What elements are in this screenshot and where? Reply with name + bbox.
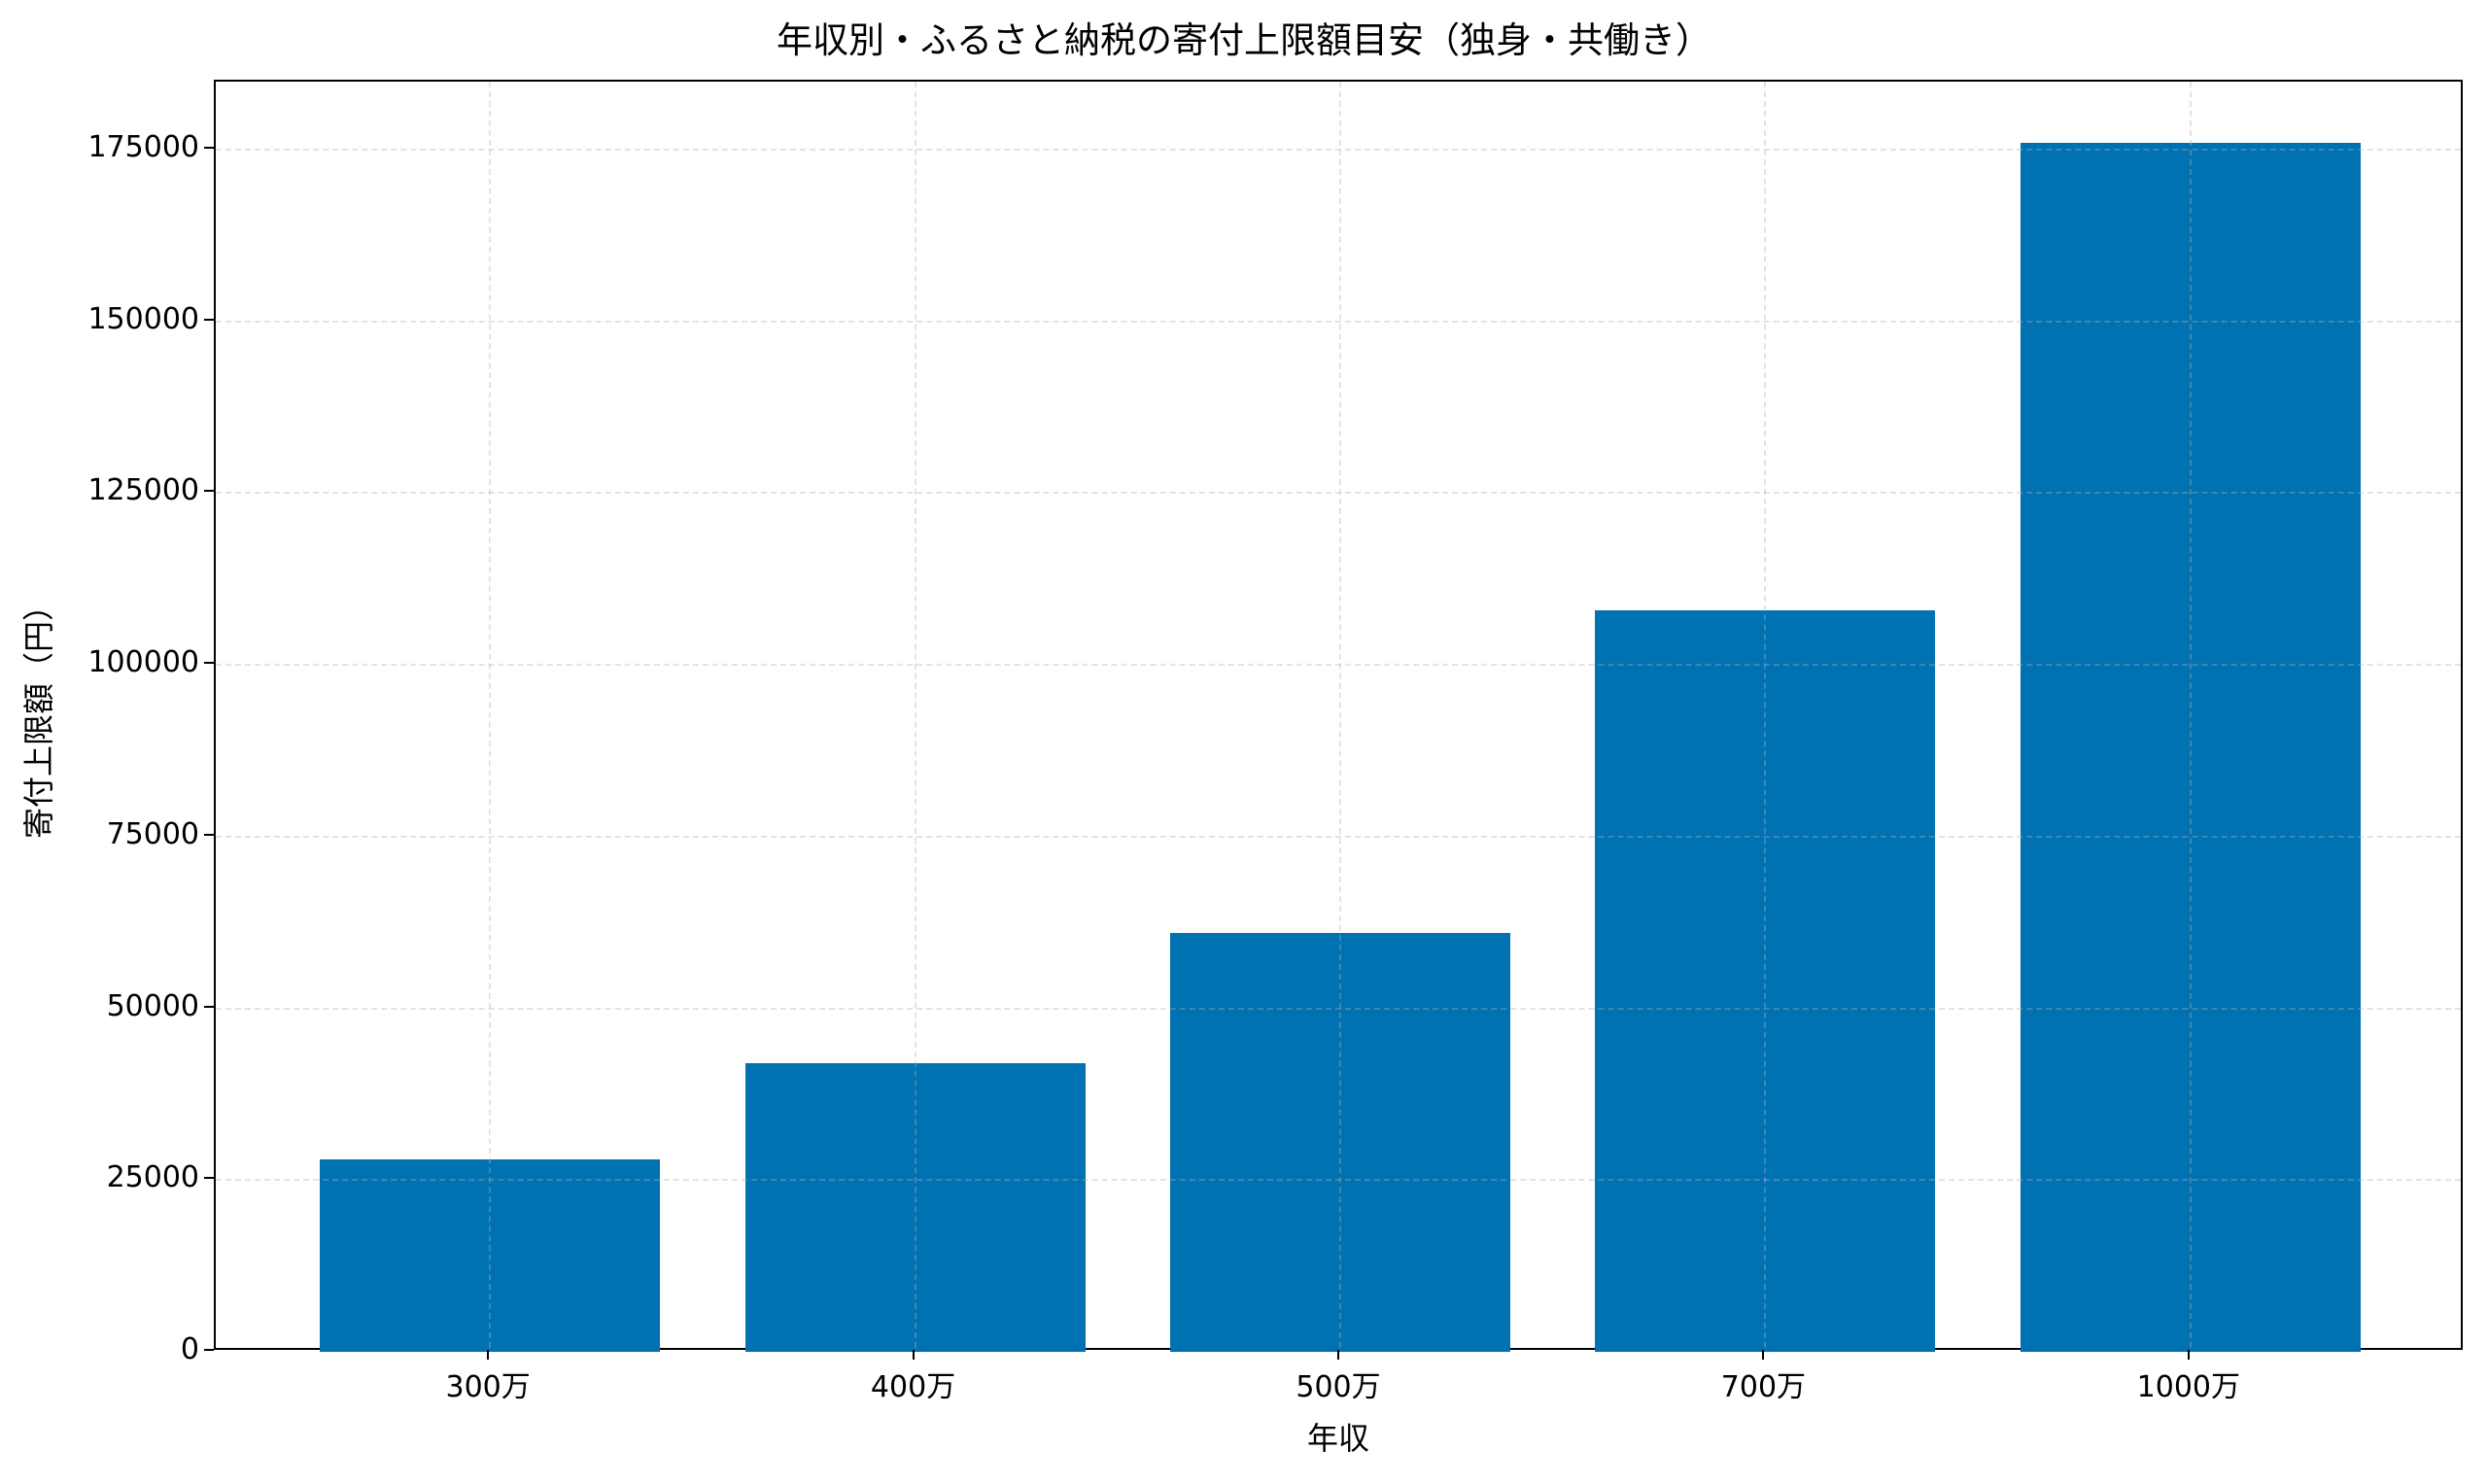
- y-tick-label: 75000: [106, 816, 199, 851]
- x-tick-label: 1000万: [2136, 1370, 2241, 1404]
- x-tick-mark: [2187, 1350, 2190, 1360]
- x-tick-label: 500万: [1296, 1370, 1381, 1404]
- y-tick-mark: [204, 1177, 214, 1180]
- y-tick-label: 25000: [106, 1160, 199, 1195]
- y-tick-label: 100000: [87, 645, 199, 680]
- plot-area: [214, 80, 2463, 1352]
- y-tick-mark: [204, 1349, 214, 1351]
- y-tick-mark: [204, 490, 214, 493]
- x-tick-mark: [1337, 1350, 1339, 1360]
- y-tick-label: 175000: [87, 129, 199, 164]
- x-tick-label: 300万: [445, 1370, 531, 1404]
- bar-500万: [1170, 932, 1510, 1352]
- bar-400万: [744, 1063, 1086, 1352]
- bars-layer: [216, 82, 2461, 1352]
- bar-700万: [1595, 609, 1936, 1352]
- y-tick-mark: [204, 318, 214, 321]
- x-tick-label: 400万: [870, 1370, 956, 1404]
- x-tick-mark: [1762, 1350, 1765, 1360]
- y-tick-mark: [204, 1005, 214, 1008]
- bar-300万: [320, 1159, 661, 1352]
- y-axis-label: 寄付上限額（円）: [20, 589, 57, 840]
- chart-title: 年収別・ふるさと納税の寄付上限額目安（独身・共働き）: [777, 19, 1711, 61]
- x-tick-mark: [487, 1350, 490, 1360]
- x-axis-label: 年収: [1306, 1420, 1370, 1457]
- y-tick-label: 150000: [87, 301, 199, 336]
- bar-1000万: [2020, 142, 2361, 1352]
- y-tick-mark: [204, 146, 214, 149]
- y-tick-label: 0: [180, 1332, 199, 1366]
- y-tick-mark: [204, 662, 214, 665]
- x-tick-label: 700万: [1720, 1370, 1807, 1404]
- y-tick-label: 125000: [87, 473, 199, 508]
- y-tick-label: 50000: [106, 988, 199, 1023]
- y-tick-mark: [204, 833, 214, 836]
- x-tick-mark: [912, 1350, 915, 1360]
